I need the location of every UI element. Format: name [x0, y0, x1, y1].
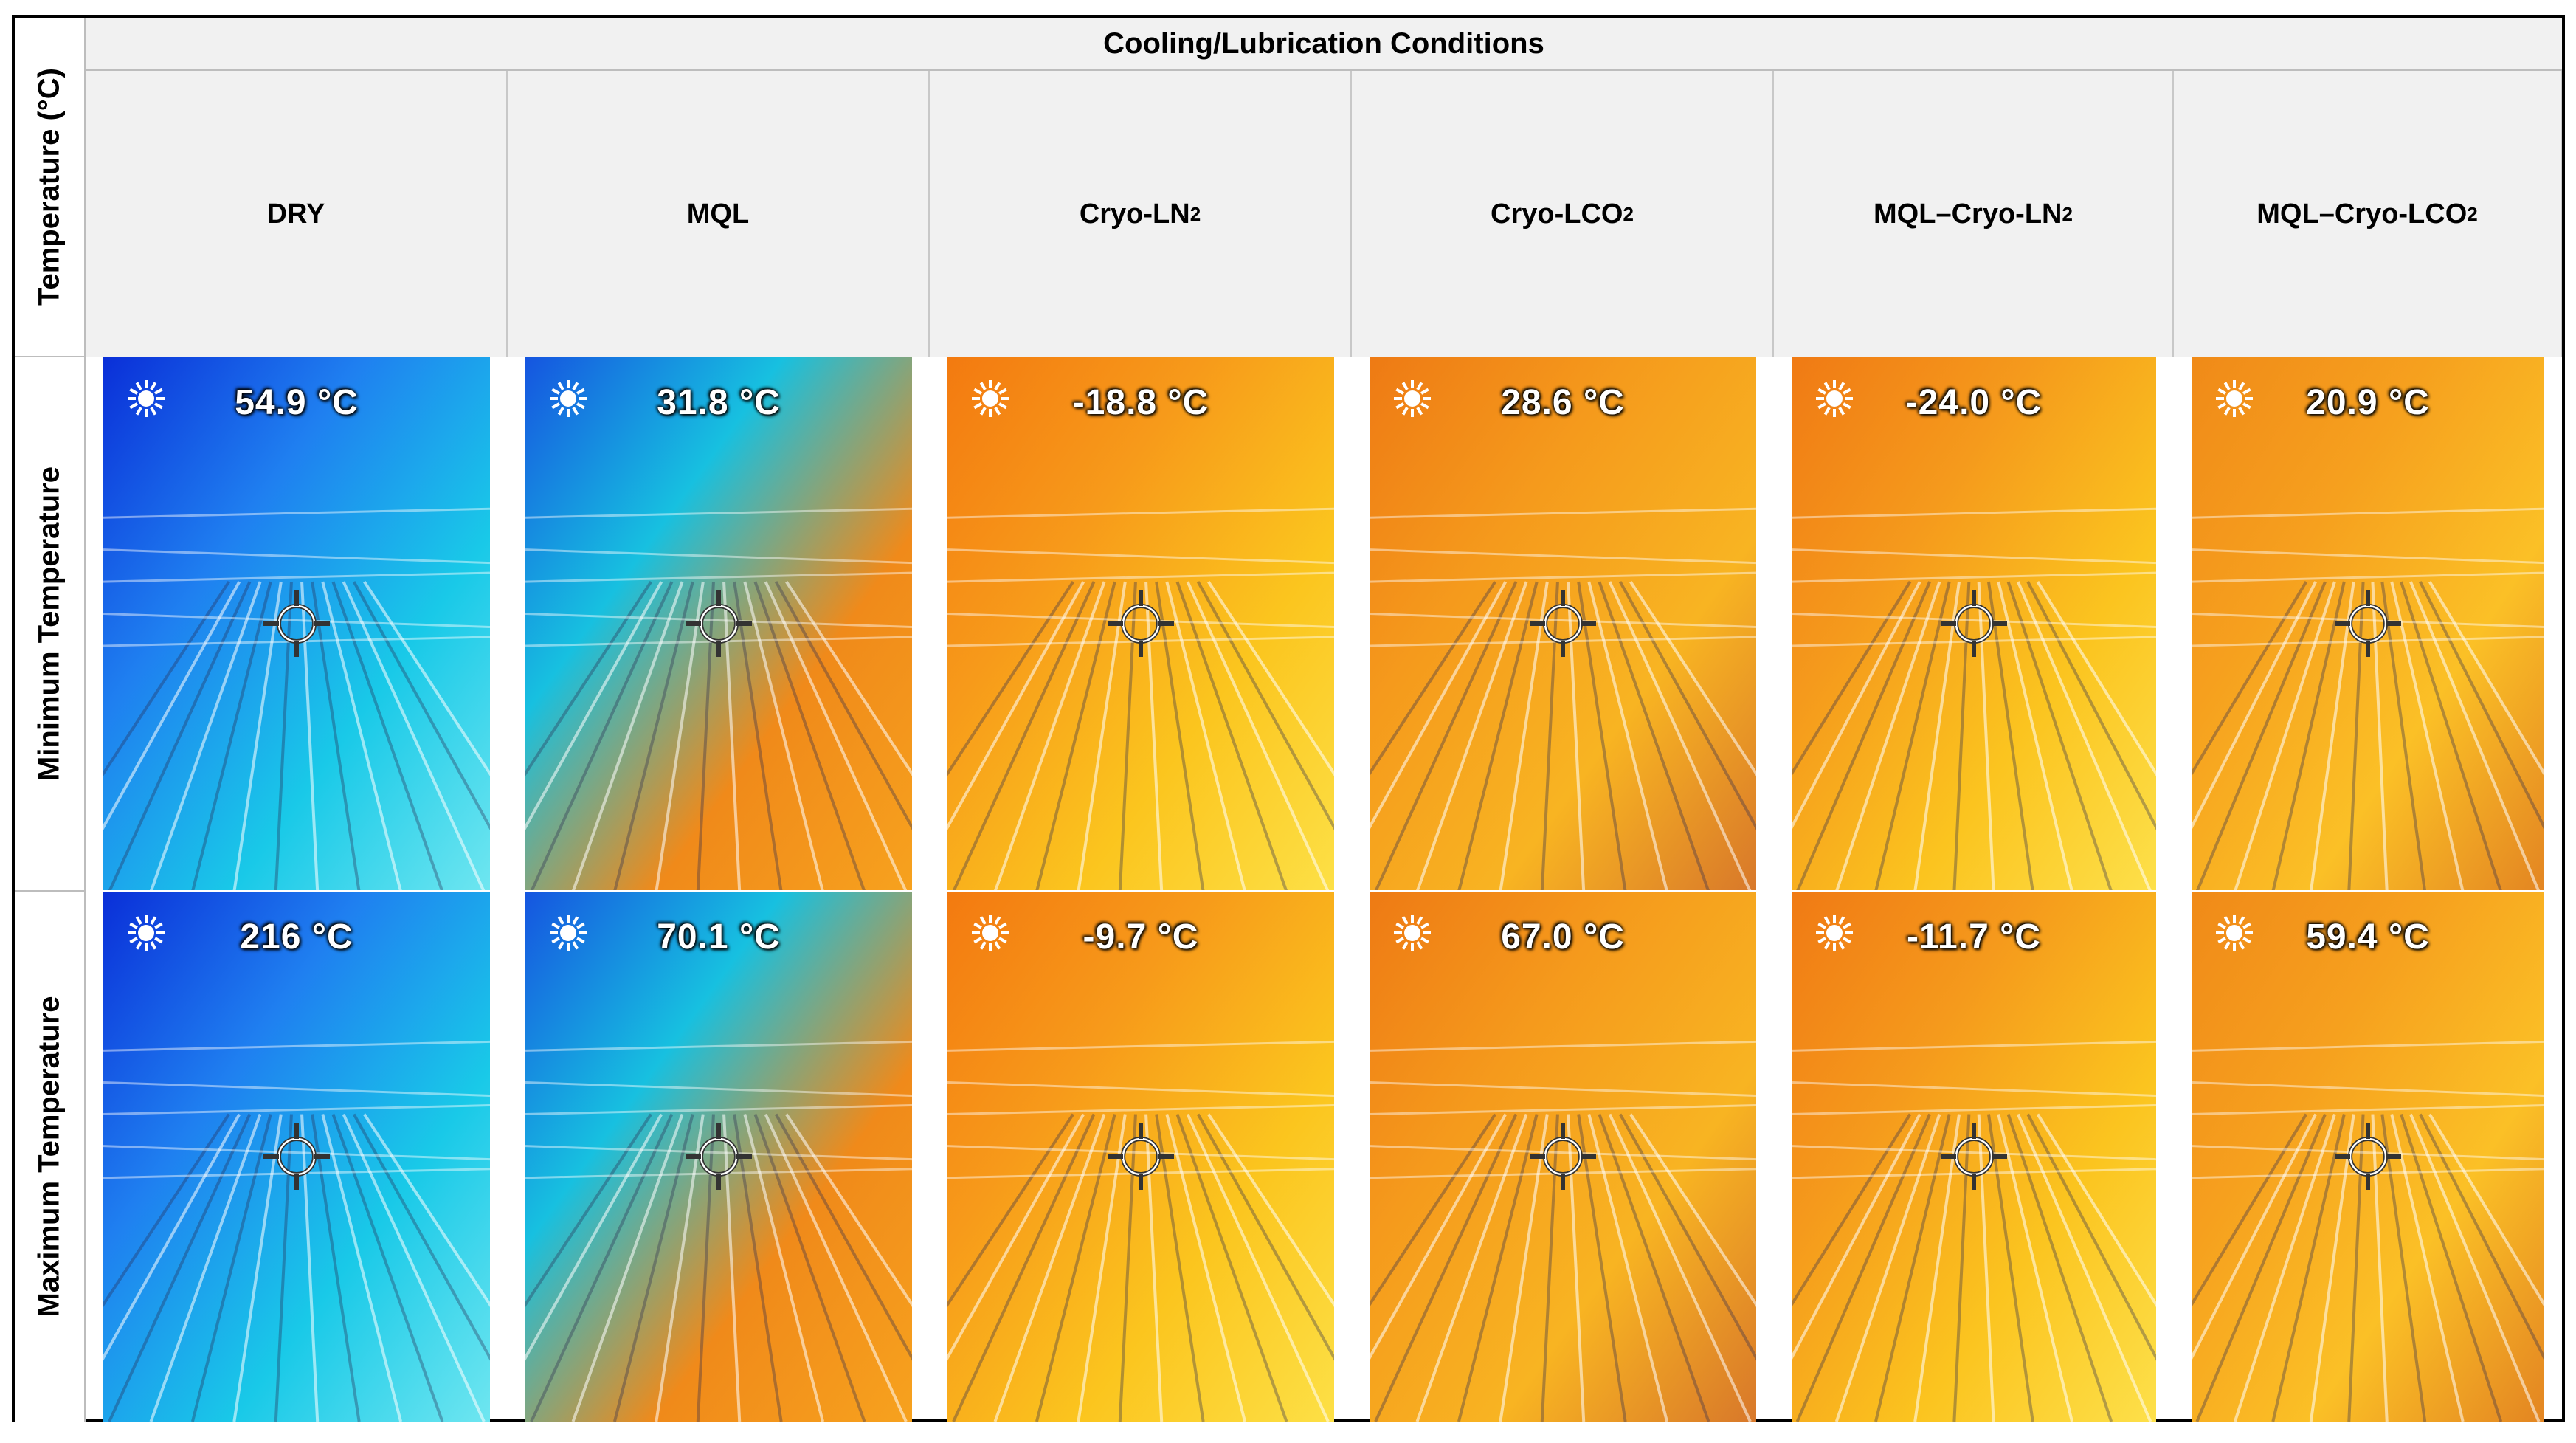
thermal-image-texture [1370, 357, 1756, 890]
column-header-text: Cryo-LN [1079, 198, 1190, 230]
thermal-image: 216 °C [103, 892, 490, 1422]
crosshair-icon [1108, 590, 1174, 657]
column-header-text: MQL [686, 198, 750, 230]
sun-icon [1394, 915, 1431, 951]
sun-icon [128, 915, 165, 951]
sun-icon [2216, 915, 2253, 951]
crosshair-icon [686, 1123, 752, 1190]
sun-icon [2216, 380, 2253, 417]
temperature-reading: 67.0 °C [1501, 917, 1625, 957]
crosshair-icon [1530, 1123, 1596, 1190]
thermal-image-texture [947, 892, 1334, 1422]
sun-icon [972, 380, 1009, 417]
thermal-image: -18.8 °C [947, 357, 1334, 890]
temperature-reading: 54.9 °C [235, 383, 359, 422]
thermal-image: 59.4 °C [2192, 892, 2544, 1422]
thermal-image-texture [1792, 892, 2156, 1422]
sun-icon [1394, 380, 1431, 417]
column-header-subscript: 2 [1623, 202, 1634, 225]
crosshair-icon [2335, 1123, 2401, 1190]
thermal-image: -24.0 °C [1792, 357, 2156, 890]
sun-icon [1816, 380, 1853, 417]
thermal-image: -11.7 °C [1792, 892, 2156, 1422]
column-header-4: MQL–Cryo-LN 2 [1774, 71, 2174, 357]
sun-icon [972, 915, 1009, 951]
column-header-2: Cryo-LN 2 [930, 71, 1352, 357]
thermal-image-texture [525, 892, 912, 1422]
axis-label-cell: Temperature (°C) [15, 18, 86, 357]
row-label-min: Minimum Temperature [32, 466, 66, 781]
crosshair-icon [263, 1123, 330, 1190]
column-header-text: Cryo-LCO [1491, 198, 1623, 230]
thermal-image-texture [103, 357, 490, 890]
column-header-subscript: 2 [1189, 202, 1201, 225]
results-table: Temperature (°C) Cooling/Lubrication Con… [12, 15, 2565, 1422]
sun-icon [550, 915, 587, 951]
temperature-reading: 70.1 °C [657, 917, 781, 957]
crosshair-icon [2335, 590, 2401, 657]
temperature-reading: -18.8 °C [1072, 383, 1209, 422]
column-header-text: MQL–Cryo-LN [1874, 198, 2062, 230]
column-header-3: Cryo-LCO 2 [1352, 71, 1774, 357]
thermal-image: -9.7 °C [947, 892, 1334, 1422]
thermal-image-texture [2192, 892, 2544, 1422]
row-label-max: Maximum Temperature [32, 996, 66, 1318]
temperature-reading: 59.4 °C [2306, 917, 2430, 957]
crosshair-icon [1941, 590, 2007, 657]
sun-icon [550, 380, 587, 417]
sun-icon [128, 380, 165, 417]
thermal-image: 70.1 °C [525, 892, 912, 1422]
temperature-reading: 216 °C [240, 917, 353, 957]
temperature-reading: 31.8 °C [657, 383, 781, 422]
thermal-image: 28.6 °C [1370, 357, 1756, 890]
thermal-image-texture [525, 357, 912, 890]
column-header-subscript: 2 [2062, 202, 2073, 225]
thermal-image-texture [103, 892, 490, 1422]
crosshair-icon [1108, 1123, 1174, 1190]
row-label-cell-max: Maximum Temperature [15, 892, 86, 1422]
thermal-image: 31.8 °C [525, 357, 912, 890]
row-label-cell-min: Minimum Temperature [15, 357, 86, 892]
sun-icon [1816, 915, 1853, 951]
temperature-reading: -9.7 °C [1082, 917, 1199, 957]
thermal-image-texture [947, 357, 1334, 890]
crosshair-icon [263, 590, 330, 657]
crosshair-icon [686, 590, 752, 657]
temperature-reading: 20.9 °C [2306, 383, 2430, 422]
column-header-1: MQL [508, 71, 930, 357]
axis-label: Temperature (°C) [32, 68, 66, 306]
temperature-reading: -11.7 °C [1907, 917, 2041, 957]
column-header-subscript: 2 [2467, 202, 2478, 225]
crosshair-icon [1941, 1123, 2007, 1190]
thermal-image-texture [1370, 892, 1756, 1422]
crosshair-icon [1530, 590, 1596, 657]
column-header-text: DRY [266, 198, 325, 230]
temperature-reading: 28.6 °C [1501, 383, 1625, 422]
thermal-image: 54.9 °C [103, 357, 490, 890]
table-header-title: Cooling/Lubrication Conditions [86, 18, 2562, 71]
temperature-reading: -24.0 °C [1905, 383, 2043, 422]
column-header-text: MQL–Cryo-LCO [2256, 198, 2468, 230]
thermal-image: 20.9 °C [2192, 357, 2544, 890]
column-header-5: MQL–Cryo-LCO 2 [2174, 71, 2562, 357]
thermal-image: 67.0 °C [1370, 892, 1756, 1422]
column-header-0: DRY [86, 71, 508, 357]
